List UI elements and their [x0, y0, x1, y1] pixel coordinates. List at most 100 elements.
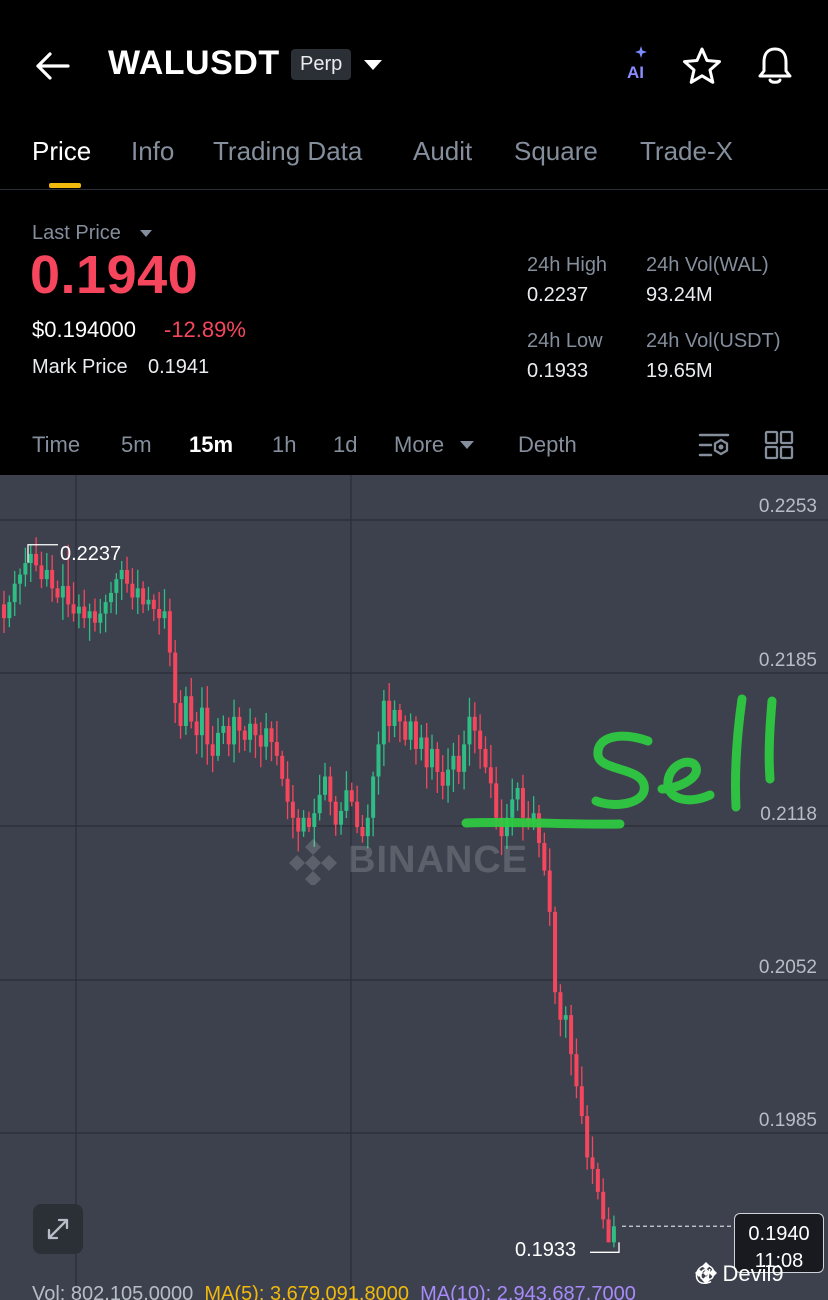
candle-body: [248, 723, 253, 740]
candle-body: [183, 696, 188, 727]
candle-body: [82, 606, 87, 619]
candle-body: [55, 588, 60, 598]
section-tabs: Price Info Trading Data Audit Square Tra…: [0, 130, 828, 190]
expand-icon: [47, 1218, 69, 1240]
candle-body: [258, 735, 263, 747]
chevron-down-icon[interactable]: [139, 229, 153, 238]
star-icon[interactable]: [682, 46, 722, 86]
candlestick-chart[interactable]: 0.2253 0.2185 0.2118 0.2052 0.1985 BINAN…: [0, 475, 828, 1300]
candle-body: [98, 613, 103, 623]
tab-depth[interactable]: Depth: [518, 432, 577, 457]
tab-square[interactable]: Square: [514, 136, 598, 166]
author-credit: @ Devil9: [694, 1261, 784, 1287]
interval-1h[interactable]: 1h: [272, 432, 297, 457]
candle-body: [125, 569, 130, 584]
candle-body: [472, 716, 477, 731]
candle-body: [290, 801, 295, 818]
candle-body: [232, 716, 237, 745]
candle-body: [462, 744, 467, 772]
vol-quote-label: 24h Vol(USDT): [646, 330, 781, 352]
candle-body: [456, 755, 461, 772]
vol-quote-value: 19.65M: [646, 360, 713, 382]
last-price-label[interactable]: Last Price: [32, 222, 121, 244]
candle-body: [157, 608, 162, 619]
binance-logo-icon: [289, 839, 337, 885]
candle-body: [178, 703, 183, 727]
candle-body: [547, 870, 552, 912]
candle-body: [60, 586, 65, 598]
chevron-down-icon[interactable]: [362, 58, 384, 72]
candle-body: [558, 992, 563, 1020]
candle-body: [403, 721, 408, 740]
interval-5m[interactable]: 5m: [121, 432, 152, 457]
layout-grid-icon[interactable]: [764, 430, 794, 460]
candle-body: [349, 790, 354, 802]
candle-body: [285, 778, 290, 802]
current-price-tag: 0.1940 11:08: [734, 1213, 824, 1273]
price-change-percent: -12.89%: [164, 317, 246, 342]
y-tick-label: 0.2185: [758, 650, 817, 671]
candle-body: [114, 579, 119, 593]
ai-icon[interactable]: AI: [622, 44, 656, 84]
back-arrow-icon[interactable]: [32, 46, 72, 86]
top-bar: WALUSDT Perp AI: [0, 0, 828, 130]
candle-body: [419, 737, 424, 749]
candle-body: [167, 611, 172, 653]
candle-body: [328, 776, 333, 802]
candle-body: [317, 794, 322, 814]
interval-time[interactable]: Time: [32, 432, 81, 457]
candle-body: [199, 707, 204, 736]
candle-body: [253, 723, 258, 736]
candle-body: [2, 604, 6, 619]
candle-body: [413, 721, 418, 749]
candle-body: [440, 771, 445, 786]
tab-info[interactable]: Info: [131, 136, 175, 166]
chart-settings-icon[interactable]: [697, 430, 731, 460]
candle-body: [280, 755, 285, 779]
candle-body: [87, 611, 92, 619]
tab-price[interactable]: Price: [32, 136, 92, 166]
high-marker-label: 0.2237: [60, 543, 122, 565]
high-24h-label: 24h High: [527, 254, 608, 276]
interval-15m[interactable]: 15m: [189, 432, 234, 457]
candle-body: [50, 569, 55, 589]
sell-annotation-s: [591, 731, 653, 809]
candle-body: [606, 1219, 611, 1243]
y-tick-label: 0.1985: [758, 1110, 817, 1131]
usd-price: $0.194000: [32, 317, 136, 342]
tab-trade-x[interactable]: Trade-X: [640, 136, 733, 166]
candle-body: [312, 813, 317, 827]
perp-badge: Perp: [291, 49, 352, 80]
bell-icon[interactable]: [755, 44, 795, 86]
candle-body: [424, 737, 429, 768]
interval-more[interactable]: More: [394, 432, 445, 457]
low-24h-value: 0.1933: [527, 360, 589, 382]
low-24h-label: 24h Low: [527, 330, 603, 352]
candle-body: [585, 1116, 590, 1158]
candle-body: [119, 569, 124, 580]
candle-body: [579, 1086, 584, 1117]
candle-body: [563, 1015, 568, 1020]
candle-body: [296, 817, 301, 832]
chevron-down-icon[interactable]: [459, 440, 475, 450]
candle-body: [39, 565, 44, 580]
candle-body: [274, 742, 279, 756]
candle-body: [18, 574, 23, 584]
volume-ma-readout: Vol: 802,105.0000 MA(5): 3,679,091.8000 …: [32, 1283, 636, 1300]
candle-countdown: 11:08: [754, 1250, 804, 1272]
candle-body: [66, 586, 71, 605]
tab-audit[interactable]: Audit: [413, 136, 473, 166]
candle-body: [381, 700, 386, 745]
candle-body: [467, 716, 472, 745]
symbol-title[interactable]: WALUSDT: [108, 44, 280, 82]
fullscreen-button[interactable]: [33, 1204, 83, 1254]
candle-body: [28, 553, 33, 564]
mark-price-label: Mark Price: [32, 356, 128, 378]
candle-body: [435, 748, 440, 772]
interval-1d[interactable]: 1d: [333, 432, 358, 457]
vol-base-value: 93.24M: [646, 284, 713, 306]
tab-trading-data[interactable]: Trading Data: [213, 136, 363, 166]
candle-body: [408, 721, 413, 740]
candle-body: [76, 606, 81, 614]
candle-body: [71, 604, 76, 614]
